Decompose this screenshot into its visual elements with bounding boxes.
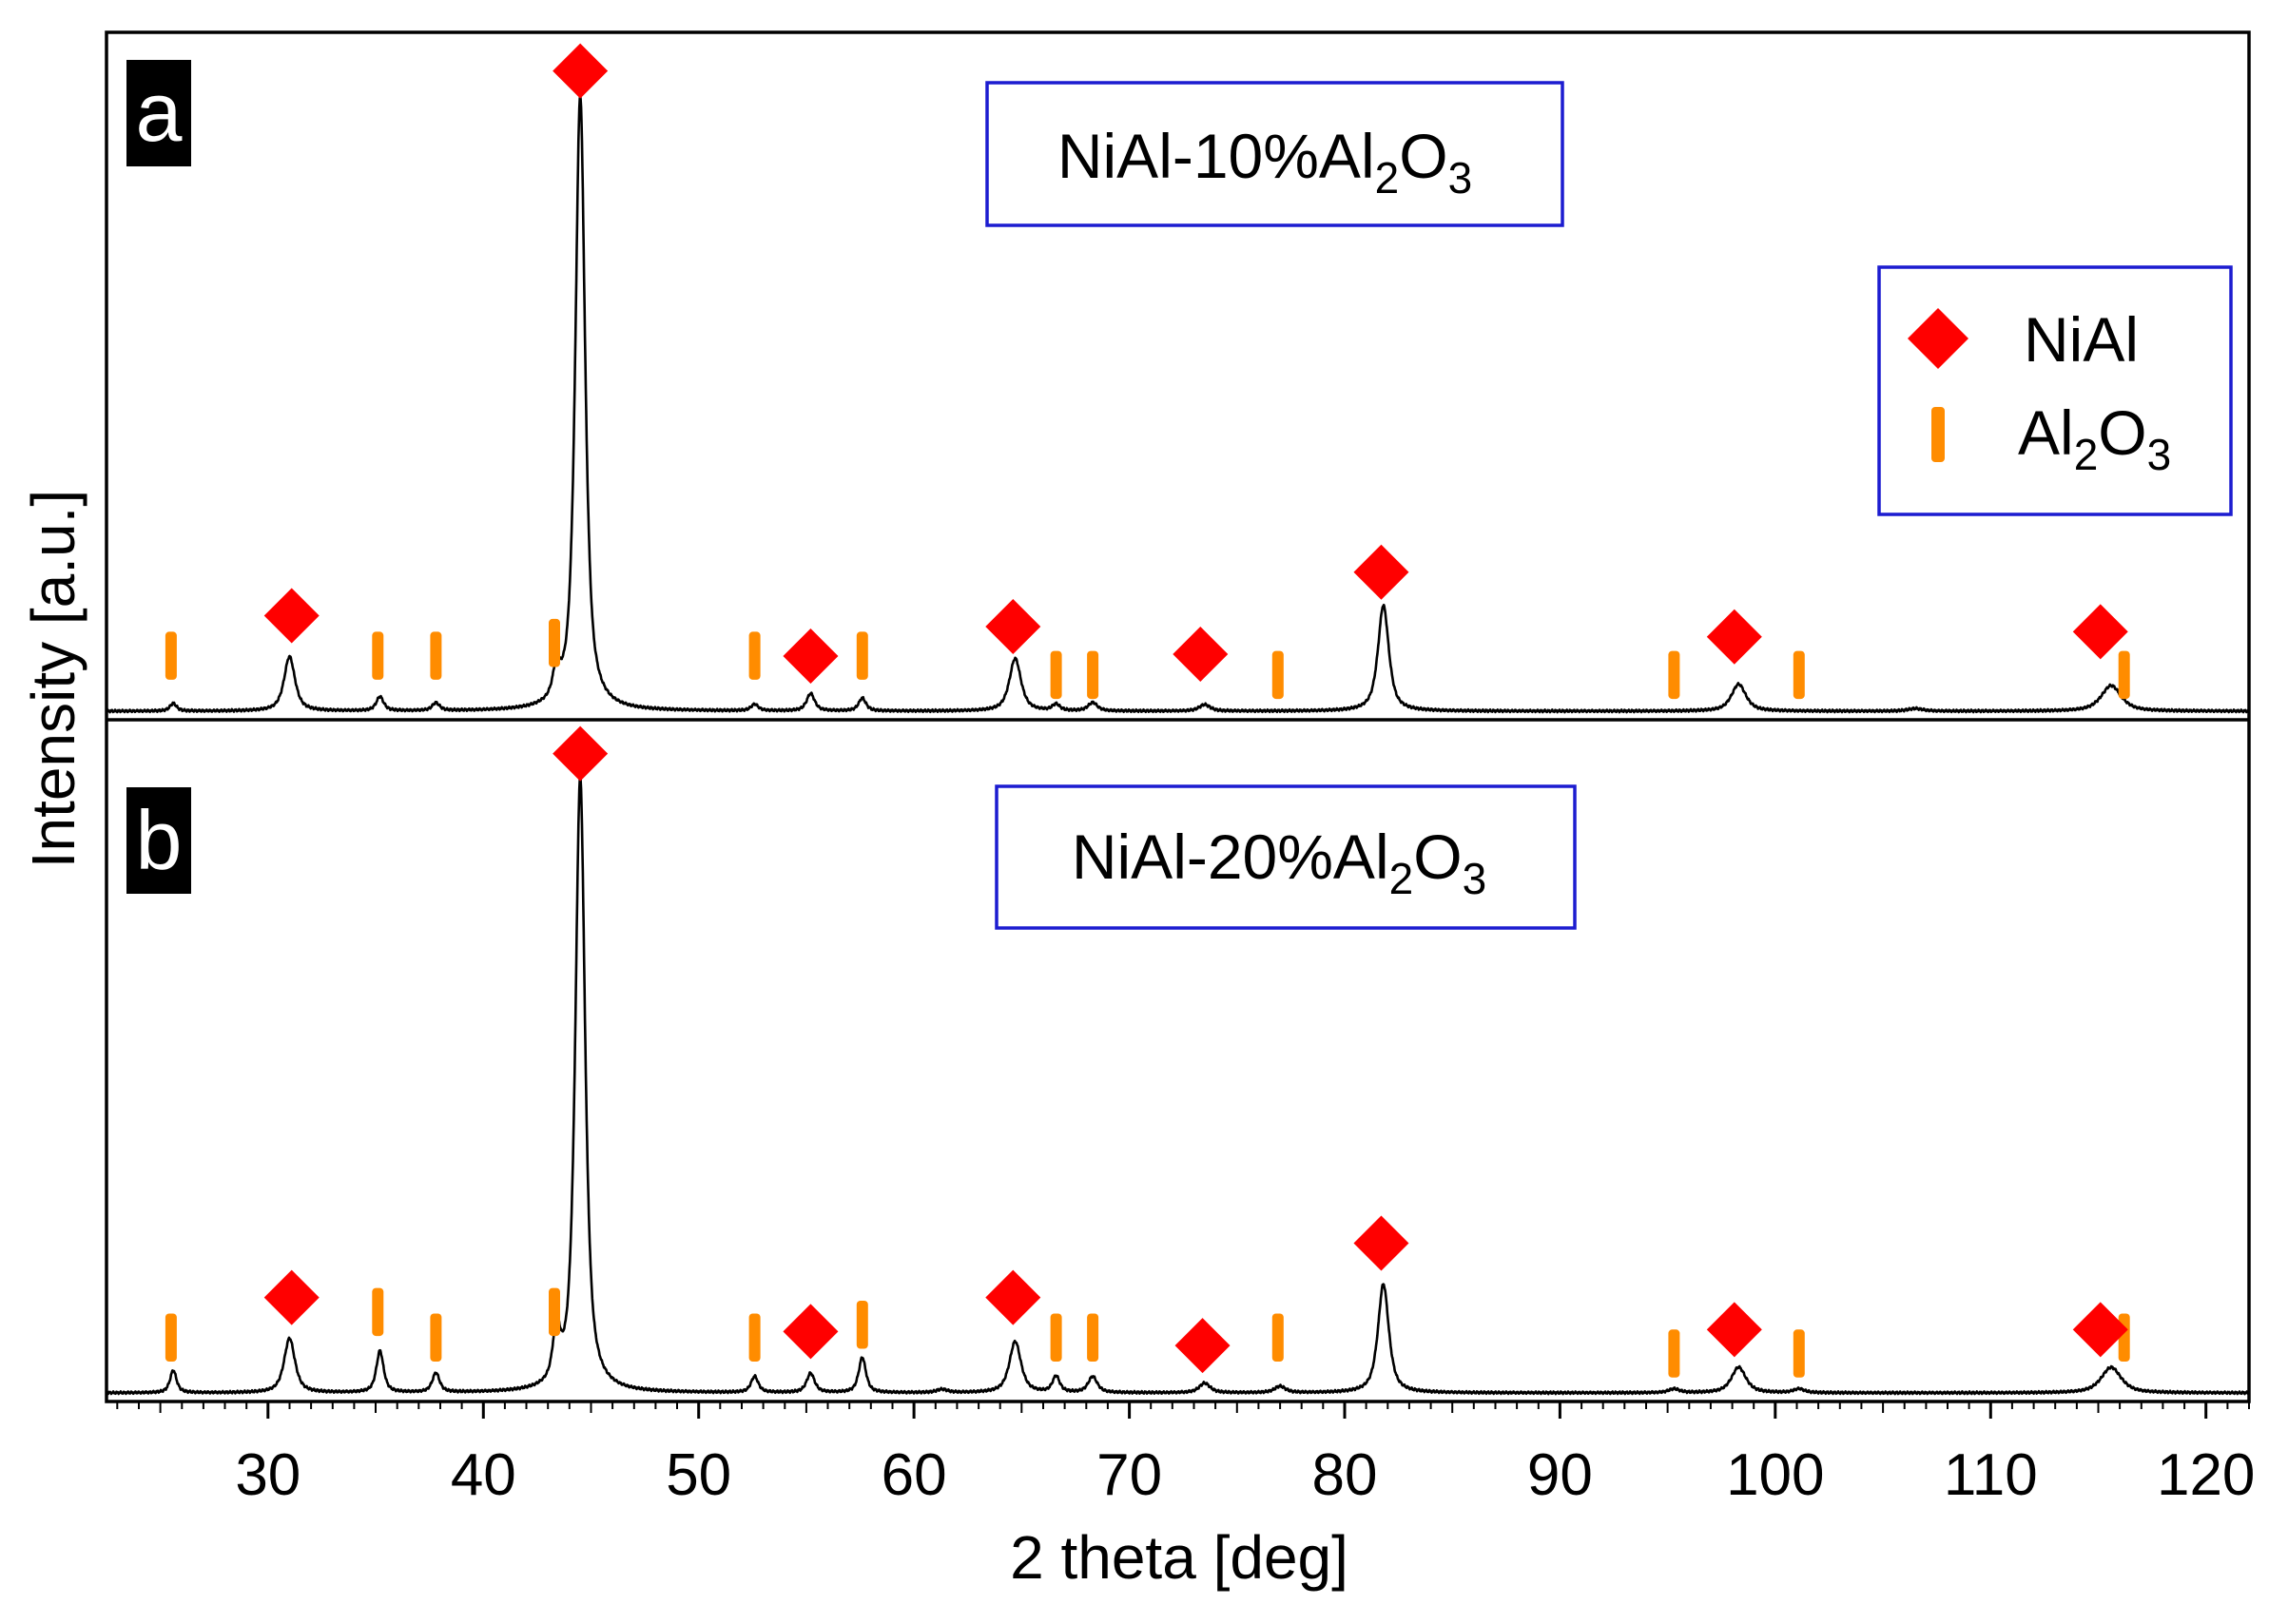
panel-a-title-box: NiAl-10%Al2O3: [985, 81, 1564, 227]
panel-b-title-sub1: 2: [1389, 854, 1414, 903]
al2o3-marker-b-9: [1668, 1329, 1680, 1378]
al2o3-marker-a-5: [856, 631, 868, 680]
al2o3-marker-b-7: [1087, 1313, 1099, 1362]
al2o3-marker-b-11: [2118, 1313, 2130, 1362]
panel-a-letter-badge: a: [126, 60, 191, 166]
panel-b-letter: b: [136, 793, 183, 887]
al2o3-marker-b-3: [549, 1287, 560, 1337]
traces-layer: [105, 94, 2251, 1396]
x-tick-label: 70: [1096, 1442, 1162, 1508]
legend-al2o3-sub2: 3: [2147, 430, 2172, 479]
al2o3-marker-b-0: [165, 1313, 177, 1362]
nial-marker-b-5: [1353, 1215, 1409, 1271]
legend-al2o3-label2: O: [2098, 397, 2146, 468]
al2o3-marker-a-6: [1050, 650, 1062, 700]
nial-marker-b-2: [783, 1304, 839, 1360]
al2o3-marker-b-10: [1793, 1329, 1805, 1378]
legend-nial-label: NiAl: [2024, 304, 2139, 375]
al2o3-marker-b-1: [372, 1287, 384, 1337]
al2o3-marker-a-4: [748, 631, 761, 680]
panel-a-title-main: NiAl-10%Al: [1057, 121, 1375, 191]
x-tick-label: 120: [2157, 1442, 2255, 1508]
svg-text:Al2O3: Al2O3: [2018, 397, 2171, 479]
panel-b-letter-badge: b: [126, 787, 191, 894]
x-tick-label: 90: [1527, 1442, 1593, 1508]
nial-marker-a-4: [1173, 626, 1229, 682]
nial-marker-a-6: [1706, 609, 1762, 665]
nial-marker-b-1: [553, 725, 609, 782]
x-axis-title: 2 theta [deg]: [1010, 1523, 1348, 1592]
al2o3-marker-a-8: [1271, 650, 1284, 700]
nial-marker-a-2: [783, 628, 839, 684]
legend-al2o3-label: Al: [2018, 397, 2074, 468]
x-tick-label: 40: [451, 1442, 516, 1508]
panel-a-letter: a: [136, 65, 183, 159]
svg-text:NiAl-10%Al2O3: NiAl-10%Al2O3: [1057, 121, 1472, 203]
xrd-trace-panel-a: [106, 94, 2251, 714]
x-tick-label: 110: [1944, 1442, 2038, 1508]
al2o3-marker-b-2: [430, 1313, 442, 1362]
legend-al2o3-marker: [1931, 407, 1945, 462]
al2o3-marker-b-5: [856, 1301, 868, 1349]
panel-b-title-sub2: 3: [1463, 854, 1487, 903]
nial-marker-b-4: [1174, 1318, 1231, 1374]
svg-text:NiAl-20%Al2O3: NiAl-20%Al2O3: [1072, 822, 1486, 903]
panel-a-title-mid: O: [1399, 121, 1447, 191]
panel-a-title-sub1: 2: [1375, 153, 1400, 203]
al2o3-marker-b-8: [1271, 1313, 1284, 1362]
legend-nial-marker: [1908, 308, 1968, 369]
nial-marker-b-3: [985, 1269, 1041, 1325]
x-tick-label: 60: [882, 1442, 947, 1508]
markers-layer: [165, 43, 2130, 1378]
al2o3-marker-a-10: [1793, 650, 1805, 700]
legend-box: [1877, 265, 2233, 516]
plot-frame: [105, 30, 2251, 1403]
nial-marker-b-0: [263, 1269, 320, 1325]
panel-b-title-main: NiAl-20%Al: [1072, 822, 1389, 892]
nial-marker-a-3: [985, 598, 1041, 654]
al2o3-marker-a-11: [2118, 650, 2130, 700]
al2o3-marker-a-2: [430, 631, 442, 680]
nial-marker-a-5: [1353, 544, 1409, 600]
x-tick-label: 30: [235, 1442, 301, 1508]
x-tick-label: 80: [1312, 1442, 1378, 1508]
xrd-trace-panel-b: [105, 775, 2250, 1396]
al2o3-marker-a-3: [549, 618, 560, 667]
panel-b-title-box: NiAl-20%Al2O3: [995, 784, 1577, 930]
nial-marker-a-1: [553, 43, 609, 99]
al2o3-marker-a-7: [1087, 650, 1099, 700]
y-axis-title: Intensity [a.u.]: [19, 490, 87, 868]
x-tick-label: 50: [666, 1442, 731, 1508]
al2o3-marker-a-1: [372, 631, 384, 680]
nial-marker-a-7: [2072, 604, 2128, 660]
panel-a-title-sub2: 3: [1448, 153, 1473, 203]
nial-marker-b-7: [2072, 1302, 2128, 1358]
al2o3-marker-a-9: [1668, 650, 1680, 700]
legend-al2o3-sub1: 2: [2074, 430, 2099, 479]
nial-marker-a-0: [263, 588, 320, 644]
al2o3-marker-b-4: [748, 1313, 761, 1362]
al2o3-marker-b-6: [1050, 1313, 1062, 1362]
x-tick-label: 100: [1726, 1442, 1824, 1508]
legend: NiAl Al2O3: [1877, 265, 2233, 516]
nial-marker-b-6: [1706, 1302, 1762, 1358]
panel-b-title-mid: O: [1413, 822, 1462, 892]
x-axis-ticks: 30 40 50 60 70 80 90 100 110 120: [116, 1402, 2255, 1508]
al2o3-marker-a-0: [165, 631, 177, 680]
